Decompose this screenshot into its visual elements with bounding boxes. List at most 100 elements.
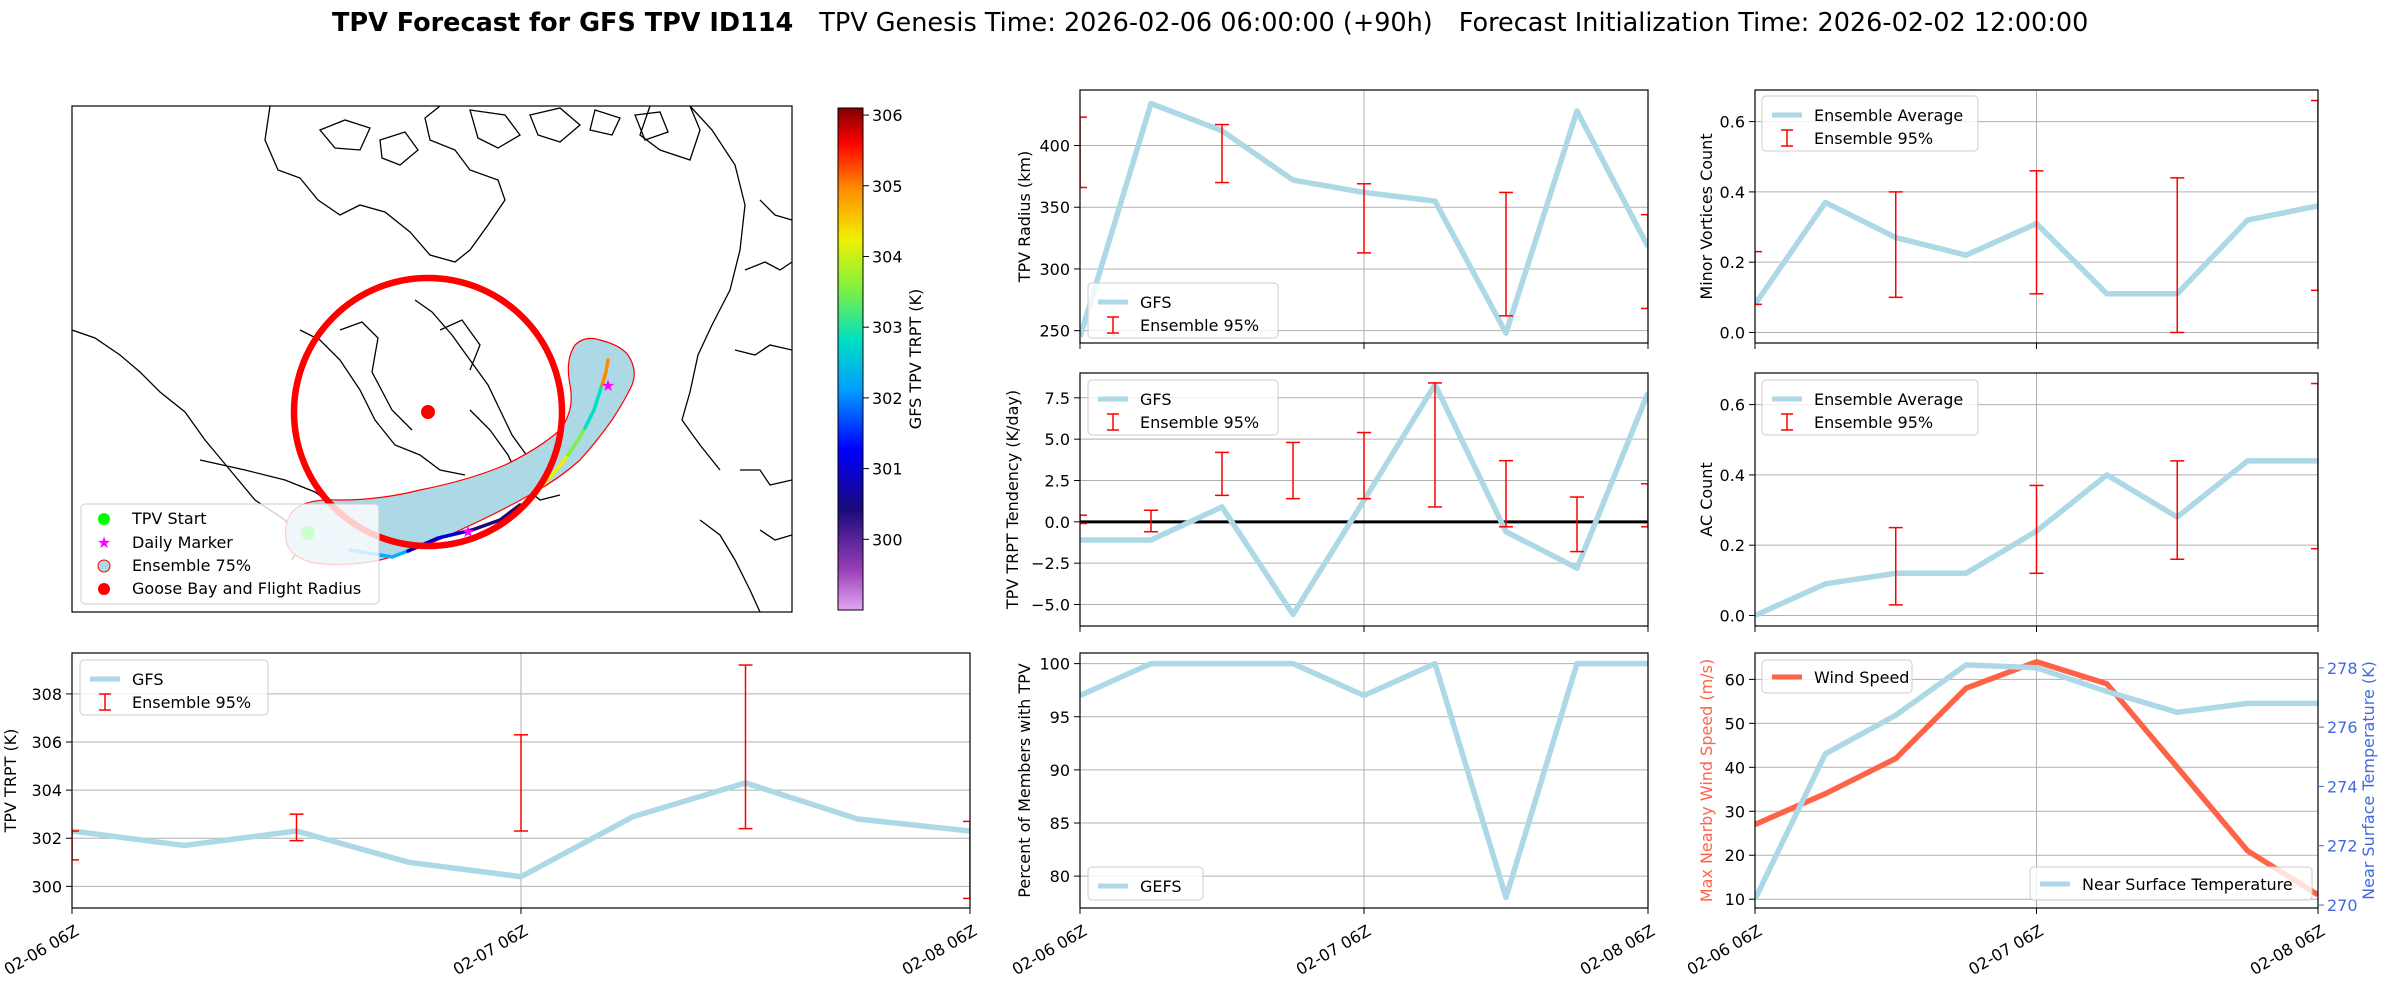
legend: Ensemble Average Ensemble 95% xyxy=(1761,379,1979,436)
map-frame xyxy=(71,105,793,613)
axes-frame xyxy=(71,652,971,909)
legend-label: GFS xyxy=(132,670,163,689)
y-right-tick-label: 278 xyxy=(2327,659,2358,678)
legend-box xyxy=(79,659,269,716)
legend-goose-bay-icon xyxy=(98,583,110,595)
y-tick-label: 0.0 xyxy=(1720,323,1745,342)
y-tick-label: 0.0 xyxy=(1045,513,1070,532)
legend-label: GFS xyxy=(1140,390,1171,409)
axes-frame xyxy=(1079,89,1649,344)
x-tick-label: 02-08 06Z xyxy=(1577,921,1658,979)
legend-ensemble-icon xyxy=(97,559,111,573)
y-right-tick-label: 274 xyxy=(2327,777,2358,796)
y-right-tick-label: 270 xyxy=(2327,896,2358,915)
y-tick-label: −2.5 xyxy=(1031,554,1070,573)
legend-label: GFS xyxy=(1140,293,1171,312)
legend-start-icon xyxy=(98,513,110,525)
y-right-tick-label: 276 xyxy=(2327,718,2358,737)
data-layer xyxy=(1755,659,2318,901)
x-tick-label: 02-07 06Z xyxy=(1293,921,1374,979)
chart-wind-temperature: 10 20 30 40 50 60 02-06 06Z 02-07 06Z 02-08 06Z M… xyxy=(1684,652,2378,979)
y-axis-label: Minor Vortices Count xyxy=(1697,133,1716,299)
y-tick-label: 0.4 xyxy=(1720,466,1745,485)
legend: GEFS xyxy=(1087,866,1204,901)
legend: GFS Ensemble 95% xyxy=(1087,282,1279,339)
map-legend-label: TPV Start xyxy=(131,509,207,528)
x-tick-label: 02-08 06Z xyxy=(2247,921,2328,979)
colorbar-tick-label: 304 xyxy=(872,247,903,266)
colorbar-label: GFS TPV TRPT (K) xyxy=(906,289,925,429)
colorbar-ticks: 306 305 304 303 302 301 300 xyxy=(863,106,903,549)
y-tick-label: 10 xyxy=(1725,890,1745,909)
daily-marker-star: ★ xyxy=(601,376,615,395)
colorbar-tick-label: 302 xyxy=(872,389,903,408)
daily-marker-star: ★ xyxy=(461,522,475,541)
y-tick-label: 0.0 xyxy=(1720,606,1745,625)
colorbar-tick-label: 301 xyxy=(872,460,903,479)
chart-trpt-tendency: −5.0 −2.5 0.0 2.5 5.0 7.5 TPV TRPT Tendency (K… xyxy=(1003,372,1649,632)
y-tick-label: 302 xyxy=(31,829,62,848)
y-tick-label: 300 xyxy=(1039,260,1070,279)
colorbar xyxy=(837,107,864,611)
legend-label: Wind Speed xyxy=(1814,668,1909,687)
y-tick-label: 304 xyxy=(31,781,62,800)
series-line-near-surface-temperature xyxy=(1755,662,2318,901)
x-tick-label: 02-07 06Z xyxy=(1965,921,2046,979)
y-tick-label: 90 xyxy=(1050,761,1070,780)
legend-label: Near Surface Temperature xyxy=(2082,875,2293,894)
title-init: Forecast Initialization Time: 2026-02-02… xyxy=(1459,8,2089,38)
y-tick-label: 40 xyxy=(1725,758,1745,777)
legend-star-icon: ★ xyxy=(97,533,111,552)
legend: GFS Ensemble 95% xyxy=(79,659,269,716)
goose-bay-radius-circle xyxy=(290,274,566,550)
y-tick-label: 0.2 xyxy=(1720,253,1745,272)
axes-frame xyxy=(1754,89,2319,344)
legend-box xyxy=(1761,379,1979,436)
y-axis-label: TPV TRPT (K) xyxy=(1,729,20,834)
y-tick-label: 0.6 xyxy=(1720,396,1745,415)
series-line-gfs xyxy=(1080,381,1648,618)
x-tick-label: 02-06 06Z xyxy=(1009,921,1090,979)
y-tick-label: 306 xyxy=(31,733,62,752)
legend-label: Ensemble 95% xyxy=(1814,129,1933,148)
series-line-gefs xyxy=(1080,660,1648,901)
y-tick-label: 100 xyxy=(1039,655,1070,674)
legend-box xyxy=(1087,282,1279,339)
axes-frame xyxy=(1079,652,1649,909)
legend-label: Ensemble 95% xyxy=(132,693,251,712)
y-tick-label: 60 xyxy=(1725,670,1745,689)
y-axis-label: Max Nearby Wind Speed (m/s) xyxy=(1697,659,1716,902)
colorbar-tick-label: 306 xyxy=(872,106,903,125)
y-tick-label: 2.5 xyxy=(1045,471,1070,490)
y-axis-label: TPV Radius (km) xyxy=(1015,151,1034,284)
title-genesis: TPV Genesis Time: 2026-02-06 06:00:00 (+… xyxy=(818,8,1432,38)
chart-tpv-radius: 250 300 350 400 TPV Radius (km) GFS Ensemble 9… xyxy=(1015,89,1649,349)
data-layer xyxy=(72,664,970,900)
y-tick-label: 85 xyxy=(1050,814,1070,833)
chart-tpv-trpt: 300 302 304 306 308 02-06 06Z 02-07 06Z 02-08 0… xyxy=(1,652,980,979)
series-line-gfs xyxy=(72,780,970,880)
y-tick-label: 30 xyxy=(1725,802,1745,821)
legend-box xyxy=(1087,866,1204,901)
y-tick-label: 80 xyxy=(1050,867,1070,886)
legend-label: Ensemble 95% xyxy=(1140,316,1259,335)
map-panel: ★ ★ TPV Start ★ Daily Marker Ensemble 75… xyxy=(71,105,925,613)
colorbar-tick-label: 303 xyxy=(872,318,903,337)
map-legend-label: Daily Marker xyxy=(132,533,233,552)
colorbar-tick-label: 305 xyxy=(872,177,903,196)
y-tick-label: 5.0 xyxy=(1045,430,1070,449)
legend-box xyxy=(1761,95,1979,152)
goose-bay-marker xyxy=(421,405,435,419)
y-axis-label: TPV TRPT Tendency (K/day) xyxy=(1003,390,1022,610)
axes-frame xyxy=(1754,372,2319,627)
y-tick-label: 350 xyxy=(1039,198,1070,217)
y-right-tick-label: 272 xyxy=(2327,837,2358,856)
map-legend-label: Goose Bay and Flight Radius xyxy=(132,579,361,598)
y-tick-label: 20 xyxy=(1725,846,1745,865)
y-axis-label: AC Count xyxy=(1697,462,1716,536)
legend-label: Ensemble 95% xyxy=(1140,413,1259,432)
axes-frame xyxy=(1079,372,1649,627)
